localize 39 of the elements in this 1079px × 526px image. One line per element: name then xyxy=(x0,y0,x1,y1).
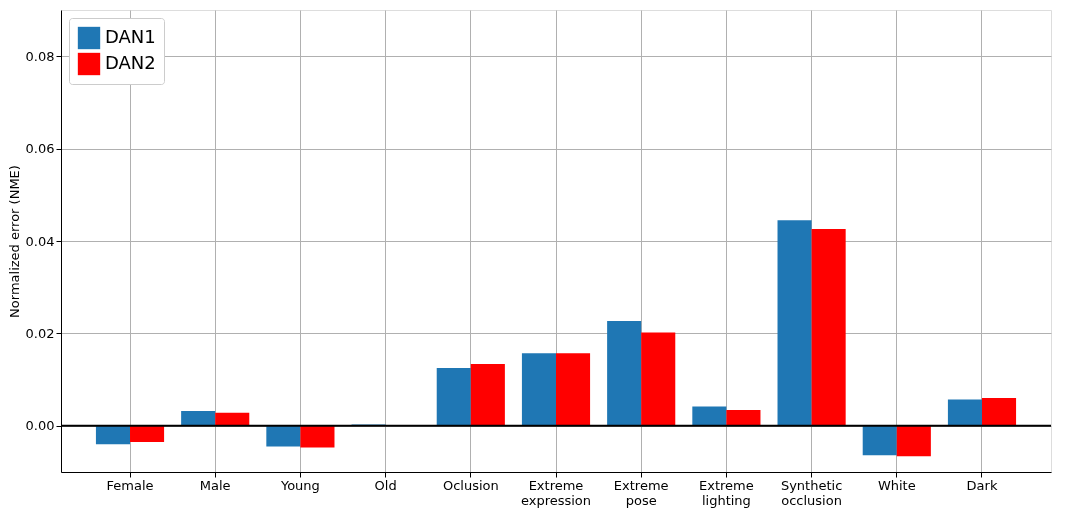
bar xyxy=(896,425,931,457)
bar xyxy=(777,220,812,426)
y-axis-title: Normalized error (NME) xyxy=(6,165,22,318)
x-tick-label: Extreme lighting xyxy=(699,477,754,508)
x-tick-label: Extreme expression xyxy=(520,477,592,508)
bar xyxy=(607,320,642,426)
bar xyxy=(521,353,556,426)
x-tick-label: Male xyxy=(199,477,231,493)
x-tick-label: Female xyxy=(106,477,154,493)
x-tick-label: Dark xyxy=(966,477,998,493)
y-tick-label: 0.04 xyxy=(25,233,55,249)
x-tick-label: Young xyxy=(279,477,320,493)
x-tick-label: White xyxy=(877,477,916,493)
bar xyxy=(947,399,982,426)
bar xyxy=(811,228,846,426)
legend-label: DAN1 xyxy=(105,26,156,47)
bar xyxy=(436,368,471,426)
bar xyxy=(130,425,165,442)
y-tick-label: 0.00 xyxy=(25,418,55,434)
bar xyxy=(862,425,897,456)
bar xyxy=(981,398,1017,426)
x-tick-label: Oclusion xyxy=(442,477,499,493)
bar xyxy=(641,332,676,426)
bar xyxy=(181,411,216,426)
x-tick-label: Extreme pose xyxy=(613,477,669,508)
bar xyxy=(556,353,591,426)
y-tick-label: 0.02 xyxy=(25,325,55,341)
bar xyxy=(692,406,727,426)
bar xyxy=(95,425,131,445)
x-tick-label: Old xyxy=(374,477,397,493)
bar xyxy=(300,425,335,448)
bar xyxy=(470,363,505,426)
bar xyxy=(215,412,250,426)
y-tick-label: 0.08 xyxy=(25,48,55,64)
legend-label: DAN2 xyxy=(105,52,156,73)
bar xyxy=(266,425,301,447)
bar xyxy=(726,410,761,426)
y-tick-label: 0.06 xyxy=(25,141,55,157)
x-tick-label: Synthetic occlusion xyxy=(780,477,843,508)
